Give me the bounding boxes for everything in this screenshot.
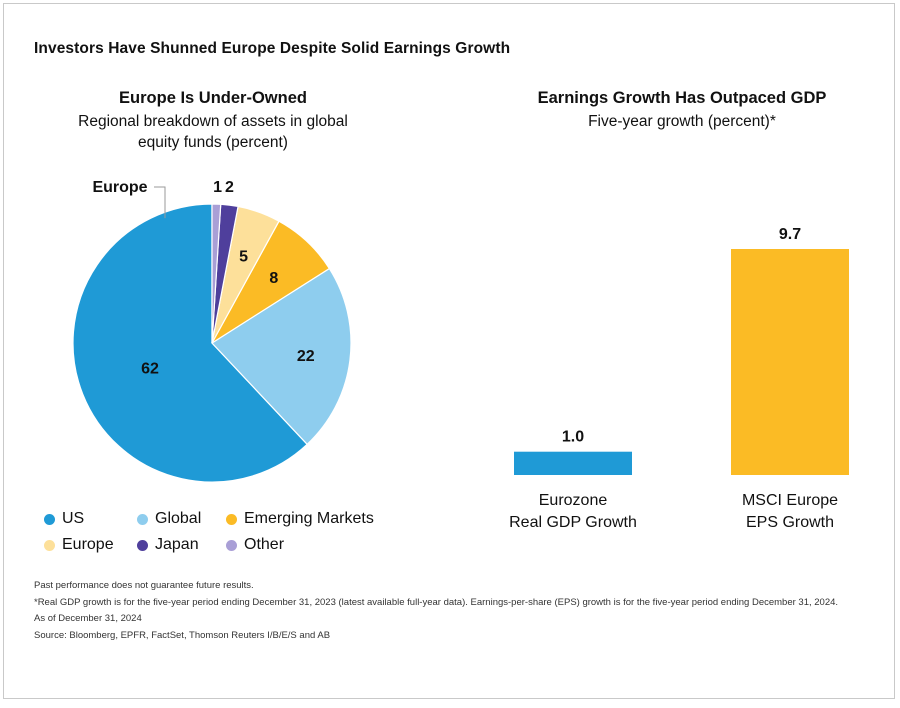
legend-label-japan: Japan xyxy=(155,536,199,553)
pie-label-global: 22 xyxy=(297,348,315,365)
legend-label-europe: Europe xyxy=(62,536,114,553)
legend-swatch-japan xyxy=(137,539,148,551)
pie-label-japan: 2 xyxy=(225,179,234,196)
pie-slice-global xyxy=(211,267,352,446)
legend-label-us: US xyxy=(62,510,85,527)
bar-category-label-msci-europe-eps-growth-line-2: EPS Growth xyxy=(746,514,834,531)
footnote-as-of: As of December 31, 2024 xyxy=(34,613,142,624)
pie-slice-other xyxy=(211,203,222,344)
bar-value-label-eurozone-real-gdp-growth: 1.0 xyxy=(562,429,584,446)
pie-callout-label: Europe xyxy=(92,179,147,196)
legend-item-other: Other xyxy=(226,536,284,554)
legend-swatch-europe xyxy=(44,539,55,551)
bar-chart-title: Earnings Growth Has Outpaced GDP xyxy=(537,89,827,107)
pie-label-us: 62 xyxy=(141,361,159,378)
footnotes: Past performance does not guarantee futu… xyxy=(34,578,838,644)
legend-label-global: Global xyxy=(155,510,202,527)
legend-label-emerging-markets: Emerging Markets xyxy=(244,510,374,527)
legend-item-us: US xyxy=(44,510,84,528)
footnote-definition: *Real GDP growth is for the five-year pe… xyxy=(34,596,839,608)
legend-item-global: Global xyxy=(137,510,201,528)
main-title: Investors Have Shunned Europe Despite So… xyxy=(34,40,511,57)
pie-chart-title: Europe Is Under-Owned xyxy=(119,89,307,107)
pie-callout-leader xyxy=(154,186,166,219)
footnote-disclaimer: Past performance does not guarantee futu… xyxy=(34,580,254,591)
bar-value-label-msci-europe-eps-growth: 9.7 xyxy=(779,226,801,243)
legend-swatch-global xyxy=(137,513,148,525)
bar-category-label-msci-europe-eps-growth-line-1: MSCI Europe xyxy=(742,492,838,509)
bar-category-label-eurozone-real-gdp-growth-line-2: Real GDP Growth xyxy=(509,514,637,531)
bar-chart-subtitle: Five-year growth (percent)* xyxy=(588,113,776,130)
legend-item-japan: Japan xyxy=(137,536,199,554)
legend-label-other: Other xyxy=(244,536,285,553)
legend-swatch-other xyxy=(226,539,237,551)
pie-label-other: 1 xyxy=(213,179,222,196)
pie-label-emerging-markets: 8 xyxy=(269,270,278,287)
legend-swatch-us xyxy=(44,513,55,525)
pie-chart-subtitle: Regional breakdown of assets in global e… xyxy=(78,113,348,151)
bar-msci-europe-eps-growth xyxy=(731,249,849,475)
bar-eurozone-real-gdp-growth xyxy=(514,451,632,475)
legend-swatch-emerging-markets xyxy=(226,513,237,525)
legend-item-europe: Europe xyxy=(44,536,114,554)
chart-frame xyxy=(3,3,895,699)
footnote-source: Source: Bloomberg, EPFR, FactSet, Thomso… xyxy=(34,629,331,641)
pie-label-europe: 5 xyxy=(239,248,248,265)
legend-item-emerging-markets: Emerging Markets xyxy=(226,510,374,528)
bar-category-label-eurozone-real-gdp-growth-line-1: Eurozone xyxy=(539,492,608,509)
pie-slice-us xyxy=(72,203,309,483)
